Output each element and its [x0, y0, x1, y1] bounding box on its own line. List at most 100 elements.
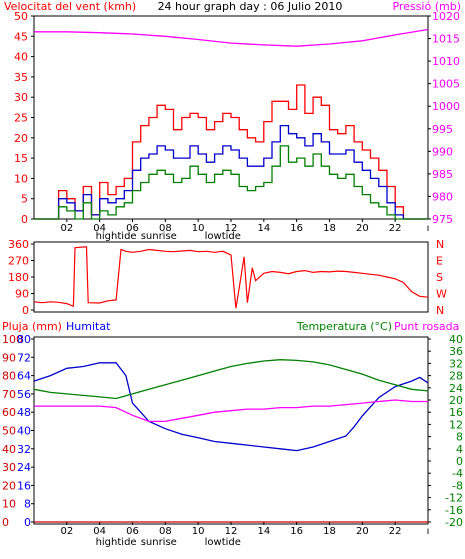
rain-tick-label: 70 [2, 388, 16, 401]
pressure-tick-label: 1015 [432, 33, 460, 46]
pressure-axis-title: Pressió (mb) [392, 0, 461, 13]
temperature-panel-frame [33, 336, 429, 525]
wind-speed-tick-label: 20 [14, 132, 28, 145]
wind-direction-panel: 0 N 90 W 180 S 270 E 360 N [8, 238, 447, 317]
temperature-tick-label: 24 [449, 382, 463, 395]
humidity-axis-title: Humitat [66, 320, 111, 333]
x-tick-label: ı [427, 223, 430, 234]
compass-label: N [436, 238, 444, 251]
tide-annotation: sunrise [141, 537, 177, 548]
humidity-tick-label: 8 [24, 498, 31, 511]
wind-speed-tick-label: 30 [14, 91, 28, 104]
wind-pressure-panel: 0510152025303540455097598098599099510001… [14, 10, 460, 242]
x-tick-label: 04 [93, 526, 106, 537]
x-tick-label: 14 [257, 526, 270, 537]
x-tick-label: 14 [257, 223, 270, 234]
temperature-tick-label: 20 [449, 394, 463, 407]
rain-tick-label: 30 [2, 461, 16, 474]
x-tick-label: 04 [93, 223, 106, 234]
wind-direction-line [33, 246, 429, 309]
humidity-tick-label: 32 [17, 443, 31, 456]
x-tick-label: 12 [225, 223, 238, 234]
temperature-tick-label: 8 [456, 431, 463, 444]
tide-annotation: hightide [96, 231, 137, 242]
x-tick-label: 16 [290, 526, 303, 537]
x-tick-label: 16 [290, 223, 303, 234]
humidity-tick-label: 80 [17, 333, 31, 346]
compass-label: N [436, 304, 444, 317]
temperature-tick-label: -12 [445, 492, 463, 505]
pressure-tick-label: 1005 [432, 78, 460, 91]
humidity-tick-label: 40 [17, 425, 31, 438]
rain-tick-label: 60 [2, 406, 16, 419]
pressure-tick-label: 995 [432, 123, 453, 136]
pressure-tick-label: 1020 [432, 10, 460, 23]
x-tick-label: 10 [192, 223, 205, 234]
humidity-tick-label: 72 [17, 351, 31, 364]
tide-annotation: sunrise [141, 231, 177, 242]
direction-tick-label: 90 [15, 288, 29, 301]
pressure-tick-label: 980 [432, 190, 453, 203]
wind-speed-tick-label: 10 [14, 172, 28, 185]
tide-annotation: lowtide [205, 537, 241, 548]
humidity-line [33, 362, 429, 452]
x-tick-label: 02 [60, 223, 73, 234]
chart-title: 24 hour graph day : 06 Julio 2010 [158, 0, 343, 13]
wind-speed-tick-label: 35 [14, 71, 28, 84]
x-tick-label: 06 [126, 526, 139, 537]
x-tick-label: 22 [389, 526, 402, 537]
x-tick-label: 08 [159, 223, 172, 234]
rain-tick-label: 80 [2, 370, 16, 383]
temperature-tick-label: -8 [452, 479, 463, 492]
temperature-line [33, 359, 429, 400]
wind-speed-tick-label: 5 [21, 193, 28, 206]
wind-speed-tick-label: 50 [14, 10, 28, 23]
direction-panel-frame [33, 241, 429, 313]
x-tick-label: 20 [356, 526, 369, 537]
pressure-tick-label: 990 [432, 145, 453, 158]
x-tick-label: 12 [225, 526, 238, 537]
wind-average-series [34, 124, 428, 220]
pressure-tick-label: 1000 [432, 100, 460, 113]
x-tick-label: 22 [389, 223, 402, 234]
gust-series [34, 84, 428, 220]
x-tick-label: 18 [323, 526, 336, 537]
temperature-tick-label: -20 [445, 516, 463, 529]
compass-label: W [436, 288, 447, 301]
x-tick-label: 06 [126, 223, 139, 234]
x-tick-label: 20 [356, 223, 369, 234]
x-tick-label: 02 [60, 526, 73, 537]
humidity-tick-label: 64 [17, 370, 31, 383]
humidity-tick-label: 56 [17, 388, 31, 401]
direction-tick-label: 180 [8, 271, 29, 284]
direction-tick-label: 0 [22, 304, 29, 317]
humidity-tick-label: 16 [17, 479, 31, 492]
wind-speed-tick-label: 40 [14, 51, 28, 64]
temperature-tick-label: 4 [456, 443, 463, 456]
rain-tick-label: 50 [2, 425, 16, 438]
temperature-tick-label: 0 [456, 455, 463, 468]
tide-annotation: hightide [96, 537, 137, 548]
compass-label: S [436, 271, 443, 284]
pressure-tick-label: 975 [432, 213, 453, 226]
direction-tick-label: 270 [8, 255, 29, 268]
pressure-tick-label: 1010 [432, 55, 460, 68]
dewpoint-axis-title: Punt rosada [394, 320, 459, 333]
wind-speed-tick-label: 15 [14, 152, 28, 165]
temperature-tick-label: 40 [449, 333, 463, 346]
x-tick-label: 18 [323, 223, 336, 234]
rain-axis-title: Pluja (mm) [2, 320, 62, 333]
rain-tick-label: 10 [2, 498, 16, 511]
temperature-axis-title: Temperatura (°C) [296, 320, 392, 333]
wind-speed-tick-label: 45 [14, 30, 28, 43]
humidity-tick-label: 24 [17, 461, 31, 474]
temperature-tick-label: -4 [452, 467, 463, 480]
temperature-tick-label: 36 [449, 345, 463, 358]
x-tick-label: 10 [192, 526, 205, 537]
compass-label: E [436, 255, 443, 268]
temperature-tick-label: -16 [445, 504, 463, 517]
dewpoint-line [34, 399, 428, 423]
rain-tick-label: 0 [2, 516, 9, 529]
